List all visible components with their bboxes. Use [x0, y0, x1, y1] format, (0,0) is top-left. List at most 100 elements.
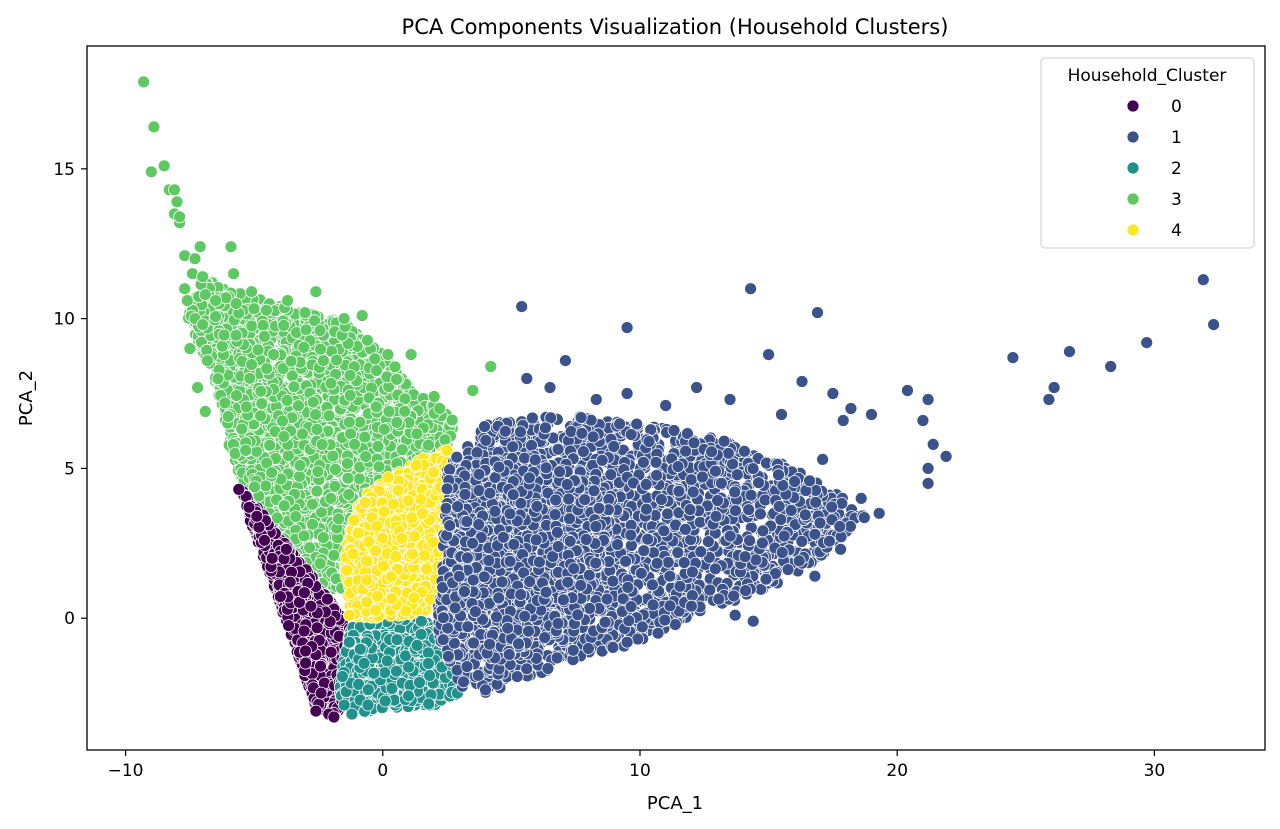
point-cluster-3 [313, 324, 327, 337]
point-cluster-3 [305, 497, 319, 511]
point-cluster-3 [309, 408, 323, 422]
point-cluster-3 [235, 422, 249, 436]
point-cluster-3 [243, 371, 257, 385]
point-cluster-0 [279, 542, 293, 556]
point-cluster-3 [422, 438, 435, 452]
point-cluster-2 [353, 642, 367, 656]
point-cluster-3 [369, 400, 383, 414]
point-cluster-3 [342, 415, 356, 429]
point-cluster-3 [359, 450, 373, 464]
point-cluster-3 [178, 282, 192, 296]
point-cluster-3 [353, 415, 367, 429]
point-cluster-3 [198, 405, 212, 418]
point-cluster-3 [239, 400, 253, 414]
point-cluster-3 [309, 285, 323, 299]
point-cluster-3 [299, 323, 313, 337]
point-cluster-3 [137, 75, 151, 89]
point-cluster-3 [196, 318, 210, 332]
point-cluster-3 [311, 465, 325, 479]
point-cluster-3 [227, 267, 241, 281]
point-cluster-3 [306, 395, 320, 409]
point-cluster-3 [188, 252, 202, 266]
point-cluster-3 [218, 396, 232, 410]
point-cluster-3 [371, 439, 385, 453]
point-cluster-2 [367, 666, 381, 680]
point-cluster-3 [306, 517, 319, 531]
point-cluster-4 [417, 549, 431, 562]
point-cluster-3 [382, 405, 396, 418]
point-cluster-3 [291, 399, 305, 413]
point-cluster-3 [348, 437, 361, 451]
point-cluster-3 [183, 342, 197, 356]
point-cluster-3 [293, 469, 307, 483]
point-cluster-3 [239, 443, 253, 457]
point-cluster-3 [215, 339, 229, 353]
point-cluster-3 [324, 376, 338, 390]
point-cluster-2 [378, 666, 392, 679]
point-cluster-3 [263, 438, 277, 452]
point-cluster-3 [209, 294, 223, 308]
point-cluster-3 [326, 449, 340, 463]
point-cluster-2 [361, 698, 375, 712]
point-cluster-3 [381, 348, 395, 362]
point-cluster-3 [260, 362, 274, 376]
point-cluster-2 [414, 627, 428, 641]
point-cluster-3 [167, 183, 181, 197]
point-cluster-2 [361, 683, 375, 697]
scatter-points [137, 75, 1220, 724]
point-cluster-0 [252, 520, 266, 534]
point-cluster-3 [277, 499, 291, 513]
point-cluster-3 [340, 457, 354, 471]
point-cluster-2 [335, 670, 349, 683]
point-cluster-3 [398, 404, 412, 418]
point-cluster-4 [420, 562, 434, 576]
point-cluster-3 [404, 348, 418, 362]
point-cluster-0 [299, 644, 312, 658]
point-cluster-3 [196, 270, 210, 284]
point-cluster-3 [324, 491, 338, 505]
point-cluster-3 [147, 120, 161, 134]
point-cluster-2 [389, 664, 403, 678]
point-cluster-3 [276, 414, 289, 428]
point-cluster-3 [211, 372, 225, 386]
point-cluster-3 [254, 384, 268, 398]
point-cluster-3 [297, 529, 311, 543]
point-cluster-2 [380, 654, 394, 668]
point-cluster-3 [328, 479, 342, 493]
point-cluster-3 [368, 352, 382, 366]
point-cluster-3 [316, 354, 330, 368]
point-cluster-3 [247, 302, 261, 316]
point-cluster-3 [352, 472, 366, 486]
point-cluster-2 [421, 646, 435, 660]
point-cluster-2 [402, 689, 415, 703]
point-cluster-0 [309, 704, 323, 718]
point-cluster-0 [304, 599, 318, 613]
point-cluster-0 [299, 656, 313, 670]
point-cluster-3 [173, 210, 187, 224]
point-cluster-0 [310, 621, 324, 635]
point-cluster-0 [327, 710, 341, 724]
point-cluster-2 [357, 657, 371, 670]
point-cluster-3 [310, 422, 324, 436]
point-cluster-3 [298, 306, 312, 320]
point-cluster-3 [280, 393, 294, 407]
point-cluster-3 [254, 409, 268, 423]
point-cluster-3 [157, 159, 171, 173]
point-cluster-4 [346, 547, 360, 561]
point-cluster-3 [297, 340, 311, 354]
point-cluster-3 [328, 462, 342, 476]
point-cluster-3 [327, 548, 341, 562]
point-cluster-3 [316, 531, 330, 544]
point-cluster-3 [410, 427, 424, 441]
point-cluster-3 [370, 364, 383, 378]
point-cluster-3 [466, 384, 480, 397]
point-cluster-3 [191, 381, 205, 394]
point-cluster-3 [201, 354, 214, 368]
point-cluster-3 [289, 510, 303, 523]
point-cluster-0 [258, 533, 271, 547]
point-cluster-3 [390, 372, 404, 386]
point-cluster-3 [313, 557, 327, 570]
point-cluster-2 [422, 697, 436, 711]
point-cluster-2 [342, 635, 356, 649]
point-cluster-3 [390, 415, 404, 429]
